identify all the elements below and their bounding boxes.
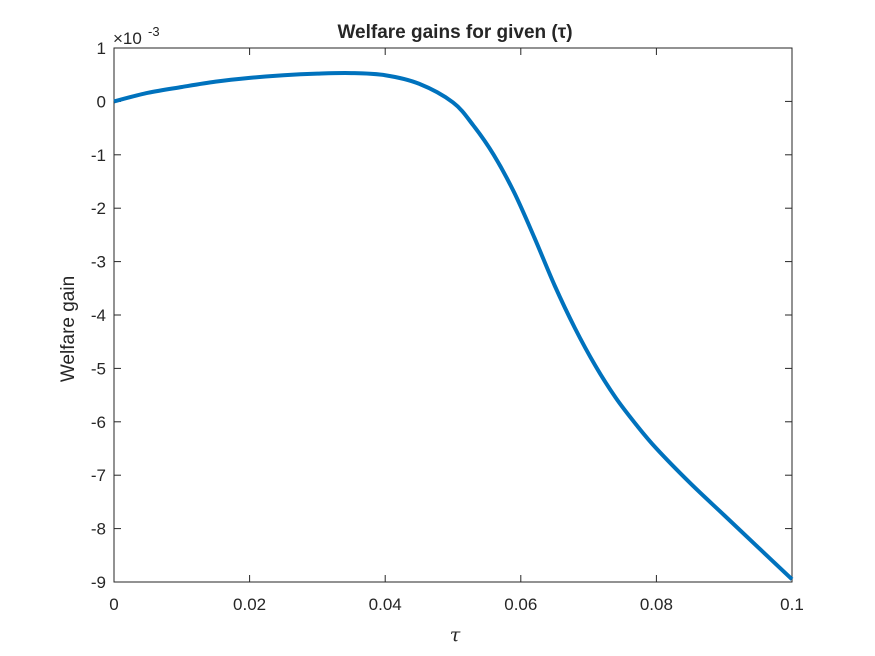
exponent-base: ×10 (113, 29, 142, 48)
y-tick-label: -9 (91, 573, 106, 592)
y-axis-title: Welfare gain (58, 276, 79, 382)
exponent-power: -3 (148, 24, 160, 39)
x-axis: 0 0.02 0.04 0.06 0.08 0.1 (109, 48, 804, 614)
axes-box (113, 47, 793, 583)
y-tick-label: 1 (97, 39, 106, 58)
plot-area (113, 47, 793, 583)
y-axis: 1 0 -1 -2 -3 -4 -5 -6 -7 -8 -9 (91, 39, 792, 592)
y-tick-label: 0 (97, 92, 106, 111)
y-exponent-label: ×10 -3 (113, 24, 160, 48)
x-tick-label: 0.1 (780, 595, 804, 614)
y-tick-label: -4 (91, 306, 106, 325)
chart-title: Welfare gains for given (τ) (337, 22, 572, 43)
series-layer (113, 71, 794, 581)
y-tick-label: -2 (91, 199, 106, 218)
x-tick-label: 0.02 (233, 595, 266, 614)
welfare-gain-line (113, 71, 794, 581)
x-tick-label: 0 (109, 595, 118, 614)
x-tick-label: 0.06 (504, 595, 537, 614)
y-tick-label: -7 (91, 466, 106, 485)
x-tick-label: 0.04 (369, 595, 402, 614)
y-tick-label: -5 (91, 359, 106, 378)
y-tick-label: -3 (91, 253, 106, 272)
y-tick-label: -6 (91, 413, 106, 432)
x-axis-title: τ (450, 624, 461, 646)
y-tick-label: -1 (91, 146, 106, 165)
y-tick-label: -8 (91, 520, 106, 539)
x-tick-label: 0.08 (640, 595, 673, 614)
